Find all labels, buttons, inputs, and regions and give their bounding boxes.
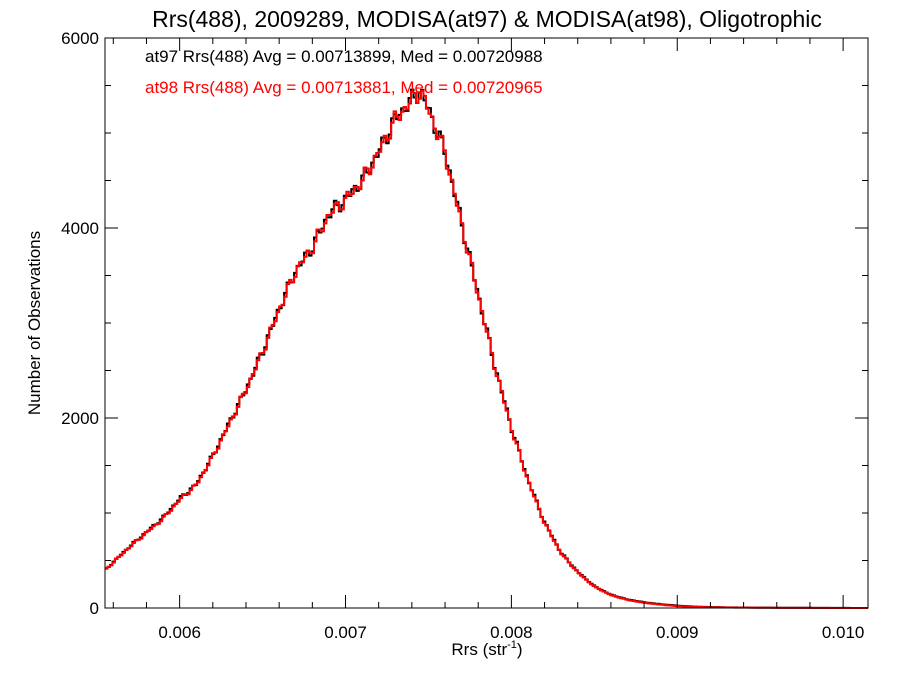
x-tick-label: 0.009 [656, 623, 699, 642]
annotations-layer: at97 Rrs(488) Avg = 0.00713899, Med = 0.… [145, 47, 543, 97]
plot-frame [104, 37, 869, 609]
series-layer [105, 88, 868, 609]
y-tick-label: 0 [90, 599, 99, 618]
ticks-layer [105, 37, 868, 609]
x-axis-label-main: Rrs (str [451, 640, 507, 659]
y-axis-label: Number of Observations [25, 231, 44, 415]
x-axis-label: Rrs (str-1) [451, 639, 522, 659]
annotation-1: at97 Rrs(488) Avg = 0.00713899, Med = 0.… [145, 47, 543, 66]
y-tick-label: 6000 [61, 29, 99, 48]
annotation-2: at98 Rrs(488) Avg = 0.00713881, Med = 0.… [145, 78, 543, 97]
x-tick-label: 0.006 [158, 623, 201, 642]
y-tick-label: 4000 [61, 219, 99, 238]
chart-title: Rrs(488), 2009289, MODISA(at97) & MODISA… [152, 6, 822, 32]
x-tick-label: 0.007 [324, 623, 367, 642]
x-axis-label-close: ) [517, 640, 523, 659]
histogram-series-1 [105, 88, 868, 609]
x-tick-label: 0.008 [490, 623, 533, 642]
x-axis-label-superscript: -1 [507, 639, 517, 651]
tick-labels-layer: 0.006 0.007 0.008 0.009 0.010 0 2000 4000 6000 [61, 29, 864, 642]
histogram-series-2 [105, 90, 868, 609]
x-tick-label: 0.010 [822, 623, 865, 642]
y-tick-label: 2000 [61, 409, 99, 428]
